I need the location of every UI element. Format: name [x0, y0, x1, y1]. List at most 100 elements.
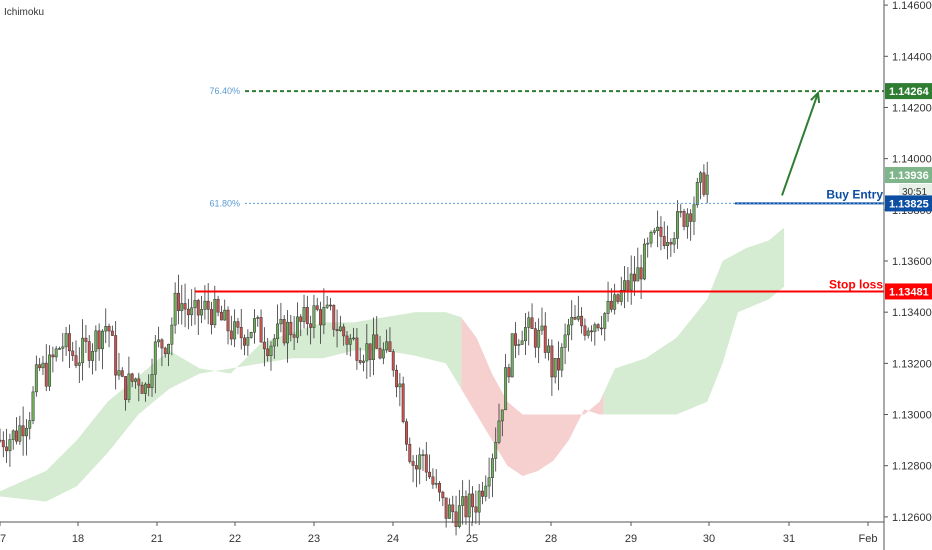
candle-body — [490, 458, 494, 478]
candle — [646, 237, 650, 258]
candle-body — [484, 485, 488, 497]
time-tick-label: 18 — [72, 533, 84, 545]
candle — [685, 208, 689, 239]
candle — [312, 294, 316, 339]
candle — [378, 335, 382, 360]
candle-body — [335, 329, 339, 331]
candle — [477, 483, 481, 526]
candle — [210, 301, 213, 335]
candle — [560, 343, 564, 378]
candle — [206, 283, 210, 325]
candle — [0, 428, 2, 443]
candle — [67, 324, 71, 369]
candle-body — [623, 280, 627, 291]
candle — [603, 311, 607, 341]
candle — [94, 325, 98, 371]
candle — [91, 343, 94, 375]
price-tick-label: 1.14000 — [892, 154, 932, 166]
buy-entry-label: Buy Entry — [826, 187, 883, 201]
candle-body — [348, 338, 352, 345]
candle — [167, 343, 170, 367]
target-arrow-shaft — [781, 92, 819, 196]
candle — [550, 339, 554, 396]
candle-body — [603, 313, 607, 329]
candle-body — [200, 309, 204, 316]
candle — [180, 284, 184, 325]
candle-body — [67, 333, 71, 352]
candle — [1, 431, 5, 458]
candle — [497, 403, 501, 445]
candle — [563, 323, 567, 365]
candle — [272, 334, 276, 359]
candle-body — [15, 430, 18, 442]
candle — [474, 490, 478, 524]
candle-body — [656, 226, 660, 231]
candle-body — [699, 172, 703, 183]
candle — [666, 225, 669, 260]
candle-body — [193, 300, 197, 309]
candle-body — [481, 490, 484, 497]
candle-body — [362, 360, 365, 363]
candle — [530, 303, 534, 329]
candle-body — [74, 355, 78, 366]
candle — [583, 318, 587, 341]
candle-body — [28, 420, 32, 429]
candle — [279, 302, 283, 333]
candle — [672, 232, 676, 253]
candle-body — [523, 327, 527, 342]
candle — [332, 304, 336, 337]
candle — [309, 315, 313, 345]
candle-body — [213, 298, 217, 326]
candle — [352, 327, 356, 341]
candle — [203, 285, 207, 320]
candle-body — [345, 335, 349, 345]
candle-body — [183, 303, 187, 310]
candle — [177, 274, 180, 325]
candle — [669, 238, 673, 257]
time-tick-label: 21 — [151, 533, 163, 545]
candle-body — [639, 267, 643, 280]
candle-body — [550, 345, 554, 378]
countdown-bg — [899, 184, 932, 199]
candle-body — [543, 325, 547, 353]
candle — [500, 409, 504, 437]
candle — [51, 346, 55, 373]
candle-body — [487, 477, 491, 487]
candle — [289, 314, 293, 342]
candle-body — [573, 317, 577, 320]
candle-body — [61, 346, 65, 349]
candle — [335, 309, 339, 348]
candle — [84, 325, 88, 353]
candle — [11, 429, 15, 450]
candle-body — [94, 330, 98, 352]
candle-body — [596, 324, 600, 329]
candle-body — [41, 362, 45, 369]
candle-body — [494, 441, 498, 459]
candle-body — [434, 483, 438, 485]
candle — [441, 490, 445, 506]
candle-body — [24, 427, 28, 437]
candle-body — [286, 321, 289, 344]
candle-body — [163, 347, 167, 355]
candle — [540, 307, 544, 335]
candle-body — [365, 343, 369, 362]
candle-body — [689, 213, 693, 222]
candle — [24, 419, 28, 456]
candle-body — [130, 373, 134, 382]
plot-area[interactable] — [0, 161, 785, 536]
stop-loss-price-badge-bg — [885, 283, 932, 300]
candle — [319, 301, 323, 344]
candle — [219, 305, 223, 321]
candle-body — [127, 373, 131, 400]
candle — [41, 355, 45, 376]
candle — [186, 298, 190, 330]
candle — [183, 283, 187, 328]
price-tick-label: 1.12600 — [892, 512, 932, 524]
candle-body — [557, 358, 560, 371]
candle-body — [580, 315, 584, 327]
candle — [385, 329, 389, 353]
candle — [355, 327, 359, 370]
candle-body — [157, 339, 161, 343]
candle — [196, 298, 200, 335]
